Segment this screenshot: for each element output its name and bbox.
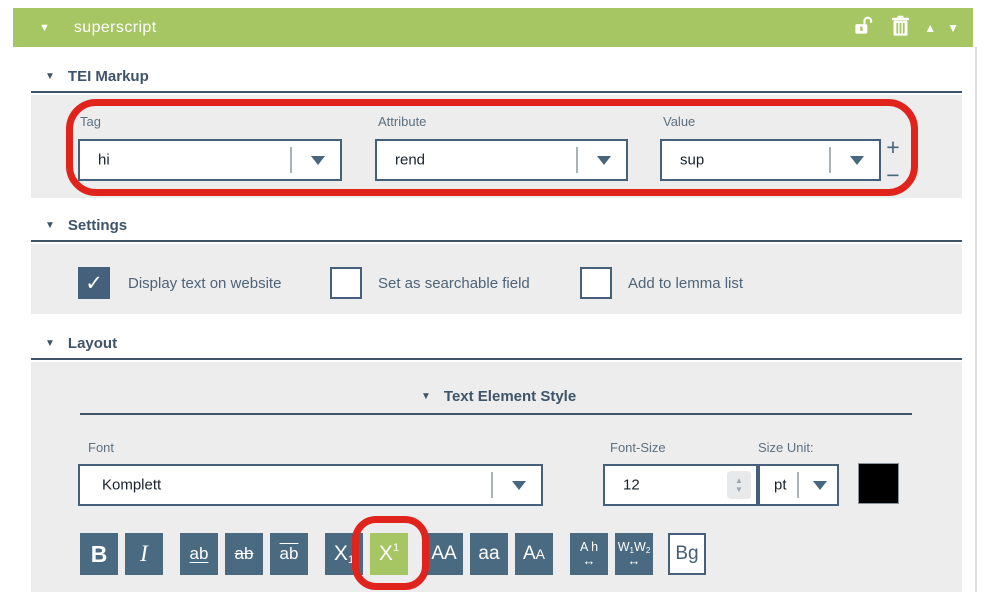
collapse-settings-icon[interactable]: ▼ [45, 220, 55, 231]
collapse-panel-icon[interactable]: ▼ [39, 21, 50, 34]
section-header-layout: ▼ Layout [45, 335, 117, 352]
style-button-letter-spacing[interactable]: A h ↔ [570, 533, 608, 575]
section-title-layout: Layout [67, 335, 118, 352]
attribute-label: Attribute [378, 114, 427, 129]
chevron-down-icon[interactable] [311, 156, 325, 165]
font-size-stepper[interactable]: ▲ ▼ [727, 471, 751, 499]
checkbox-add-to-lemma-list[interactable] [580, 267, 612, 299]
stepper-down-icon[interactable]: ▼ [735, 485, 743, 494]
font-size-input[interactable]: 12 ▲ ▼ [603, 464, 758, 506]
delete-icon[interactable] [891, 15, 910, 41]
font-size-value: 12 [623, 476, 640, 494]
style-button-strikethrough[interactable]: ab [225, 533, 263, 575]
dropdown-separator [829, 147, 831, 173]
section-header-tei-markup: ▼ TEI Markup [45, 68, 149, 85]
attribute-value: rend [395, 151, 426, 169]
value-value: sup [680, 151, 705, 169]
font-color-swatch[interactable] [858, 463, 899, 504]
subsection-divider [80, 413, 912, 415]
add-attribute-button[interactable]: + [886, 134, 900, 160]
check-icon: ✓ [85, 271, 103, 295]
chevron-down-icon[interactable] [850, 156, 864, 165]
style-button-italic[interactable]: I [125, 533, 163, 575]
remove-attribute-button[interactable]: − [886, 162, 900, 188]
subsection-header-text-element-style: ▼ Text Element Style [421, 388, 576, 405]
tag-dropdown[interactable]: hi [78, 139, 342, 181]
dropdown-separator [491, 472, 493, 498]
style-button-lowercase[interactable]: aa [470, 533, 508, 575]
unlock-icon[interactable] [853, 15, 874, 41]
chevron-down-icon[interactable] [597, 156, 611, 165]
attribute-dropdown[interactable]: rend [375, 139, 628, 181]
checkbox-label-lemma-list: Add to lemma list [628, 275, 744, 292]
section-title-tei-markup: TEI Markup [67, 68, 149, 85]
checkbox-display-text-on-website[interactable]: ✓ [78, 267, 110, 299]
style-button-word-spacing[interactable]: W1W2 ↔ [615, 533, 653, 575]
collapse-tei-markup-icon[interactable]: ▼ [45, 71, 55, 82]
checkbox-label-display-text: Display text on website [128, 275, 282, 292]
size-unit-label: Size Unit: [758, 440, 814, 455]
section-divider [31, 240, 962, 242]
section-divider [31, 358, 962, 360]
style-button-overline[interactable]: ab [270, 533, 308, 575]
value-dropdown[interactable]: sup [660, 139, 881, 181]
tag-value: hi [98, 151, 110, 169]
font-label: Font [88, 440, 115, 455]
font-dropdown[interactable]: Komplett [78, 464, 543, 506]
style-button-bold[interactable]: B [80, 533, 118, 575]
chevron-down-icon[interactable] [813, 481, 827, 490]
collapse-text-element-style-icon[interactable]: ▼ [421, 391, 431, 402]
subsection-title-text-element-style: Text Element Style [443, 388, 577, 405]
scrollbar-track[interactable] [975, 47, 977, 592]
style-button-underline[interactable]: ab [180, 533, 218, 575]
size-unit-value: pt [774, 476, 787, 494]
checkbox-searchable-field[interactable] [330, 267, 362, 299]
settings-panel [31, 244, 962, 314]
font-size-label: Font-Size [610, 440, 666, 455]
value-label: Value [663, 114, 696, 129]
chevron-down-icon[interactable] [512, 481, 526, 490]
move-up-icon[interactable]: ▲ [924, 20, 937, 35]
collapse-layout-icon[interactable]: ▼ [45, 338, 55, 349]
dropdown-separator [576, 147, 578, 173]
dropdown-separator [290, 147, 292, 173]
style-button-background-color[interactable]: Bg [668, 533, 706, 575]
style-button-uppercase[interactable]: AA [425, 533, 463, 575]
horizontal-arrow-icon: ↔ [627, 553, 641, 569]
tag-label: Tag [80, 114, 101, 129]
horizontal-arrow-icon: ↔ [582, 553, 596, 569]
section-header-settings: ▼ Settings [45, 217, 127, 234]
font-value: Komplett [102, 476, 162, 494]
section-divider [31, 91, 962, 93]
move-down-icon[interactable]: ▼ [947, 20, 959, 35]
dropdown-separator [797, 472, 799, 498]
size-unit-dropdown[interactable]: pt [758, 464, 839, 506]
stepper-up-icon[interactable]: ▲ [735, 475, 743, 485]
panel-title: superscript [73, 18, 157, 36]
checkbox-label-searchable-field: Set as searchable field [378, 275, 530, 292]
section-title-settings: Settings [67, 217, 128, 234]
panel-titlebar: ▼ superscript ▲ ▼ [13, 8, 973, 47]
